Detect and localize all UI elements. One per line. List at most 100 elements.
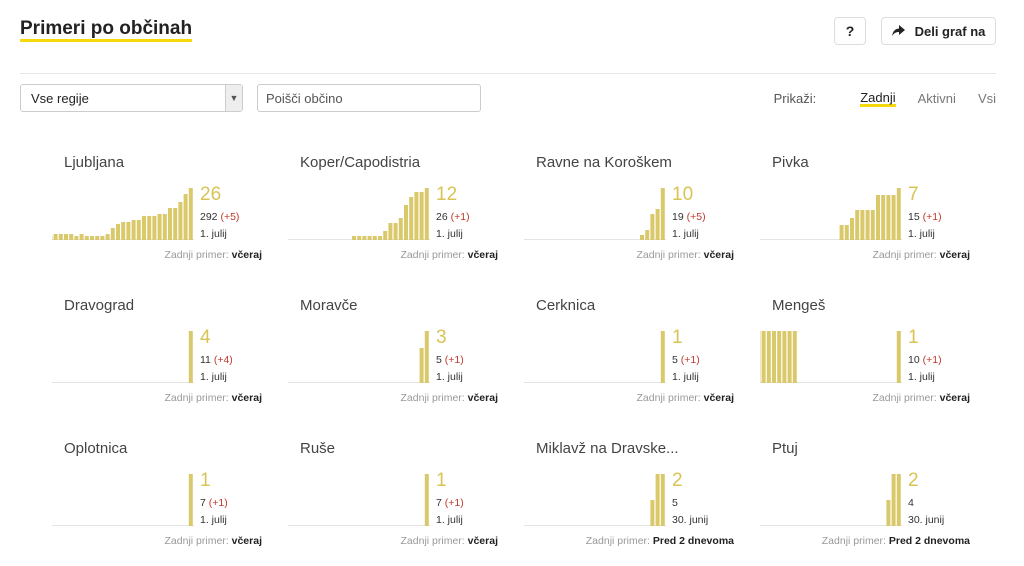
cases-delta: (+1) (445, 354, 464, 366)
chart-bar (152, 216, 156, 240)
chart-bar (420, 348, 424, 383)
total-cases: 7 (+1) (436, 497, 464, 509)
chart-bar (777, 331, 781, 383)
chart-bar (661, 188, 665, 240)
new-cases-count: 2 (908, 470, 919, 492)
municipality-name: Ravne na Koroškem (536, 154, 672, 171)
total-cases: 5 (+1) (436, 354, 464, 366)
chart-bar (897, 474, 901, 526)
region-select[interactable]: Vse regije ▼ (20, 84, 243, 112)
chart-bar (782, 331, 786, 383)
chart-bar (399, 218, 403, 240)
chart-bar (373, 236, 377, 240)
last-case-label: Zadnji primer: (637, 392, 701, 404)
show-option-active[interactable]: Aktivni (918, 91, 956, 106)
chart-bar (855, 210, 859, 240)
municipality-name: Ljubljana (64, 154, 124, 171)
chart-bar (357, 236, 361, 240)
chart-bar (111, 228, 115, 240)
chart-bar (881, 195, 885, 240)
last-case: Zadnji primer: včeraj (165, 535, 262, 547)
cases-bar-chart (524, 472, 666, 526)
total-cases: 26 (+1) (436, 211, 470, 223)
chart-bar (892, 195, 896, 240)
last-case-label: Zadnji primer: (586, 535, 650, 547)
chart-bar (409, 197, 413, 240)
municipality-search-input[interactable] (257, 84, 481, 112)
chevron-down-icon[interactable]: ▼ (225, 85, 242, 111)
chart-bar (840, 225, 844, 240)
chart-bar (189, 331, 193, 383)
total-cases: 292 (+5) (200, 211, 239, 223)
cases-bar-chart (760, 329, 902, 383)
share-button[interactable]: Deli graf na (881, 17, 996, 45)
help-button[interactable]: ? (834, 17, 866, 45)
new-cases-count: 4 (200, 327, 211, 349)
last-case-label: Zadnji primer: (873, 249, 937, 261)
chart-bar (80, 234, 84, 240)
last-case-value: včeraj (940, 249, 970, 261)
chart-bar (137, 220, 141, 240)
chart-bar (362, 236, 366, 240)
last-case-label: Zadnji primer: (873, 392, 937, 404)
municipality-name: Moravče (300, 297, 358, 314)
page-title-wrap: Primeri po občinah (20, 18, 192, 42)
chart-bar (656, 474, 660, 526)
municipality-name: Miklavž na Dravske... (536, 440, 679, 457)
municipality-name: Pivka (772, 154, 809, 171)
new-cases-count: 1 (436, 470, 447, 492)
show-option-all[interactable]: Vsi (978, 91, 996, 106)
show-filter: Prikaži: Zadnji Aktivni Vsi (774, 90, 996, 107)
chart-bar (661, 331, 665, 383)
last-case-label: Zadnji primer: (637, 249, 701, 261)
total-cases-value: 7 (200, 497, 206, 509)
cases-bar-chart (52, 186, 194, 240)
municipality-name: Dravograd (64, 297, 134, 314)
chart-bar (100, 236, 104, 240)
total-cases: 19 (+5) (672, 211, 706, 223)
total-cases-value: 10 (908, 354, 920, 366)
total-cases-value: 292 (200, 211, 218, 223)
last-case: Zadnji primer: včeraj (401, 392, 498, 404)
chart-bar (352, 236, 356, 240)
chart-bar (414, 192, 418, 240)
chart-bar (368, 236, 372, 240)
total-cases: 15 (+1) (908, 211, 942, 223)
cases-bar-chart (524, 186, 666, 240)
cases-delta: (+1) (681, 354, 700, 366)
total-cases: 4 (908, 497, 914, 509)
last-case: Zadnji primer: včeraj (637, 249, 734, 261)
chart-bar (147, 216, 151, 240)
chart-bar (116, 224, 120, 240)
last-case: Zadnji primer: Pred 2 dnevoma (586, 535, 734, 547)
total-cases-value: 11 (200, 354, 211, 366)
last-case: Zadnji primer: včeraj (873, 249, 970, 261)
chart-bar (767, 331, 771, 383)
chart-bar (645, 230, 649, 240)
chart-bar (64, 234, 68, 240)
last-date: 1. julij (672, 228, 699, 240)
show-option-latest[interactable]: Zadnji (860, 90, 895, 107)
last-case-value: včeraj (232, 249, 262, 261)
chart-bar (168, 208, 172, 240)
chart-bar (189, 188, 193, 240)
chart-bar (95, 236, 99, 240)
last-date: 1. julij (672, 371, 699, 383)
last-date: 30. junij (672, 514, 708, 526)
total-cases: 5 (+1) (672, 354, 700, 366)
chart-bar (420, 192, 424, 240)
total-cases: 5 (672, 497, 678, 509)
new-cases-count: 1 (908, 327, 919, 349)
